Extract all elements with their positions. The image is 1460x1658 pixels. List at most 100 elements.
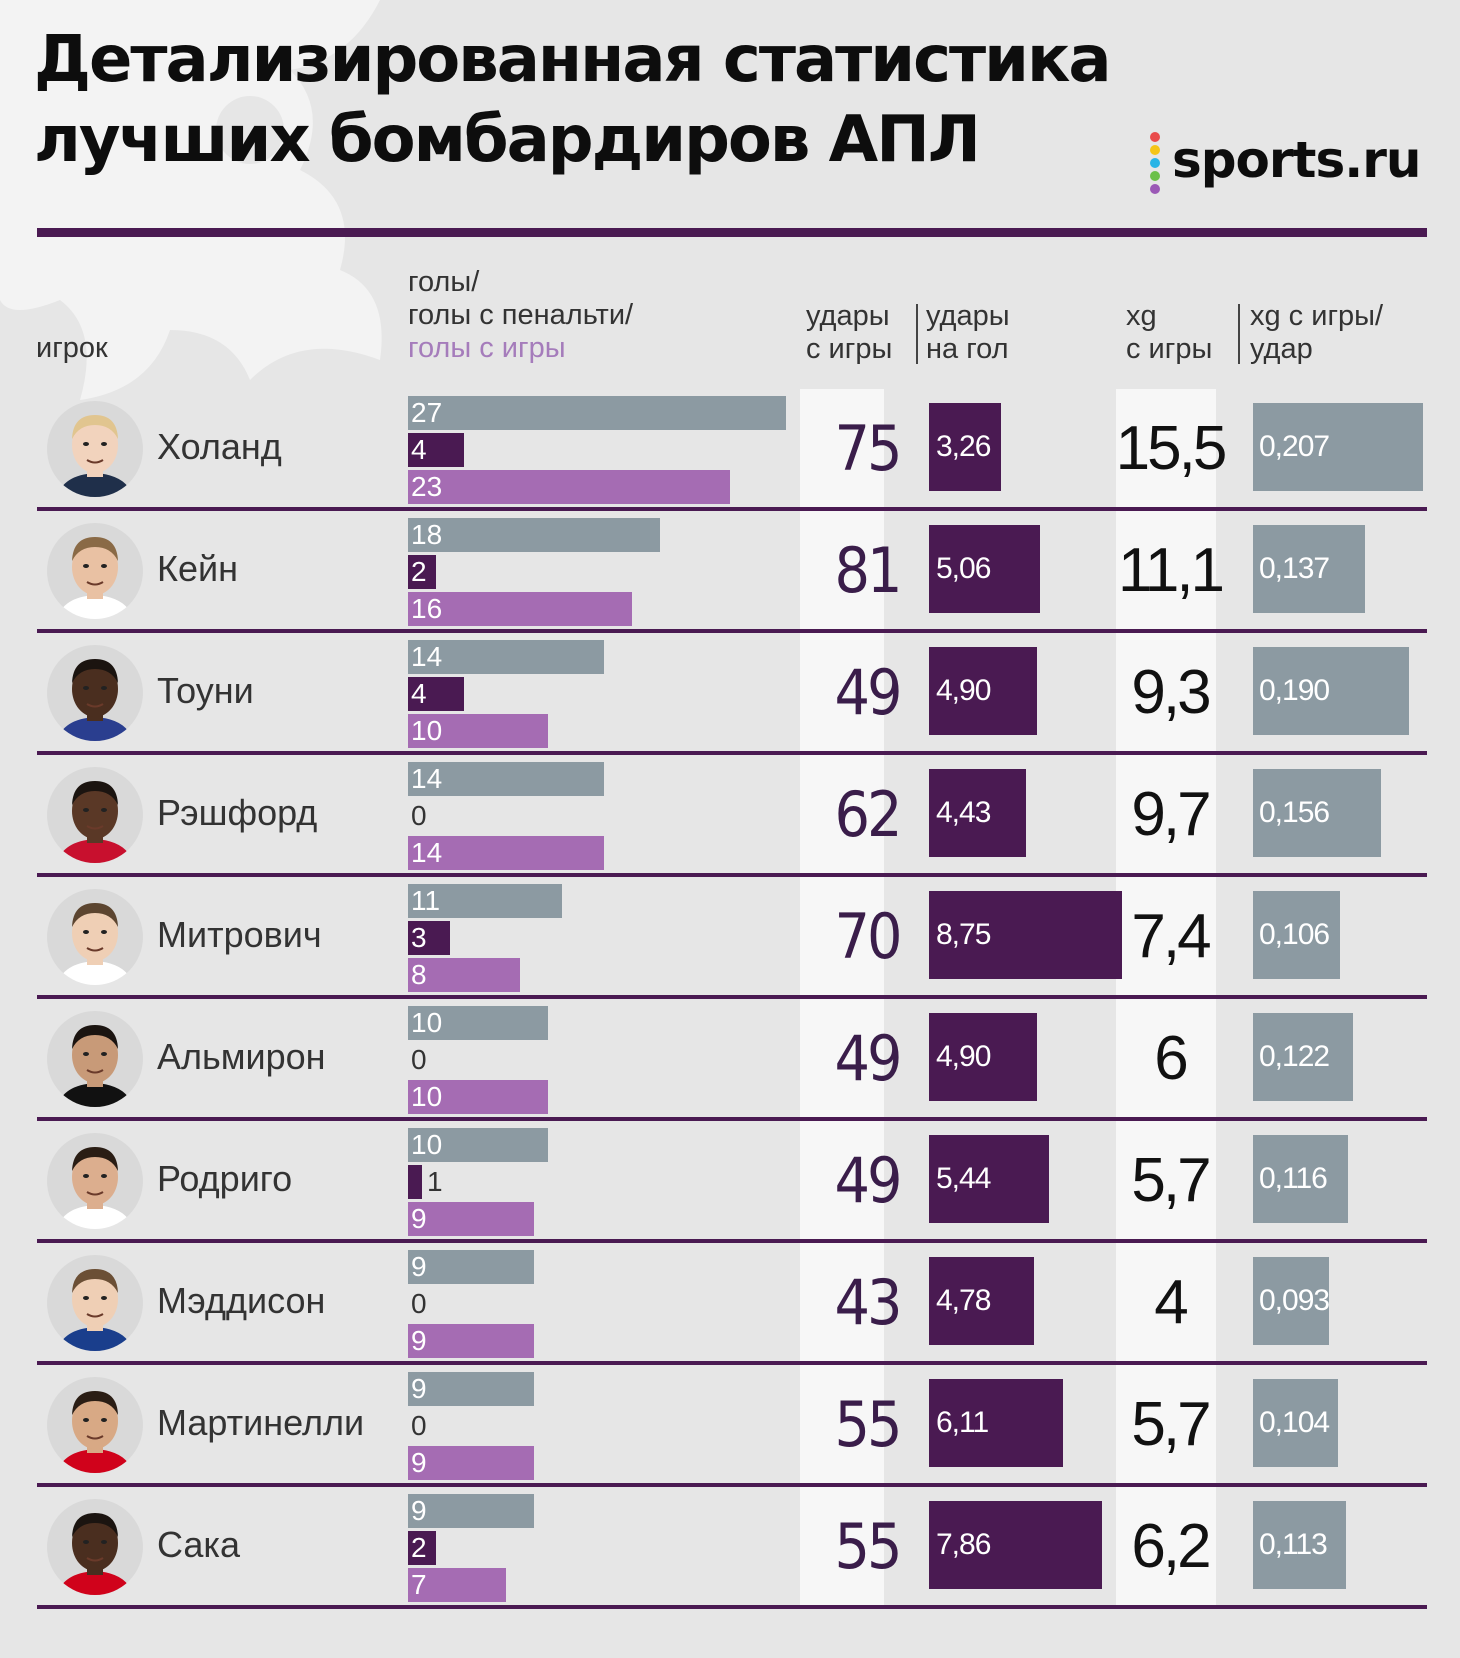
header-shots: удары с игры [806,300,892,366]
penalty-goals-bar [408,1165,422,1199]
player-name: Тоуни [157,670,254,711]
open-play-goals-value: 7 [411,1569,427,1600]
brand-dot [1150,184,1160,194]
player-name: Рэшфорд [157,792,318,833]
open-play-xg: 4 [1154,1268,1188,1337]
shots-per-goal-bar [929,1501,1102,1589]
penalty-goals-value: 0 [411,1044,427,1075]
row-divider [37,873,1427,877]
open-play-goals-value: 16 [411,593,443,624]
shots-per-goal-value: 3,26 [936,430,991,463]
xg-per-shot-bar [1253,1013,1353,1101]
open-play-goals-bar [408,1080,548,1114]
total-goals-value: 27 [411,397,443,428]
shots-per-goal-value: 4,43 [936,796,991,829]
header-goals: голы/ голы с пенальти/ голы с игры [408,266,633,365]
xg-per-shot-value: 0,093 [1259,1284,1330,1317]
open-play-goals-value: 8 [411,959,427,990]
open-play-goals-bar [408,470,730,504]
row-divider [37,629,1427,633]
xg-column-background [1116,389,1216,1609]
total-goals-value: 9 [411,1373,427,1404]
shots-per-goal-bar [929,1379,1063,1467]
header-separator [1238,304,1240,364]
penalty-goals-value: 1 [427,1166,443,1197]
row-divider [37,1239,1427,1243]
open-play-goals-value: 9 [411,1203,427,1234]
open-play-goals-value: 9 [411,1447,427,1478]
player-row: Альмирон 10 0 10 49 4,90 6 0,122 [37,999,1427,1121]
player-photo [47,1377,143,1473]
total-goals-value: 9 [411,1251,427,1282]
total-goals-value: 10 [411,1007,443,1038]
penalty-goals-value: 3 [411,922,427,953]
open-play-goals-bar [408,1446,534,1480]
xg-per-shot-value: 0,190 [1259,674,1330,707]
header-xgps-line-1: xg с игры/ [1250,300,1384,332]
penalty-goals-bar [408,433,464,467]
open-play-goals-value: 10 [411,715,443,746]
total-goals-bar [408,884,562,918]
xg-per-shot-bar [1253,525,1365,613]
player-row: Митрович 11 3 8 70 8,75 7,4 0,106 [37,877,1427,999]
open-play-shots: 49 [834,656,903,729]
row-divider [37,507,1427,511]
player-photo [47,1133,143,1229]
brand-dot [1150,171,1160,181]
open-play-xg: 15,5 [1115,414,1228,483]
player-row: Мартинелли 9 0 9 55 6,11 5,7 0,104 [37,1365,1427,1487]
player-name: Альмирон [157,1036,326,1077]
xg-per-shot-bar [1253,647,1409,735]
row-divider [37,1483,1427,1487]
total-goals-bar [408,1494,534,1528]
open-play-xg: 9,3 [1131,658,1211,727]
shots-per-goal-value: 6,11 [936,1406,989,1439]
player-photo [47,523,143,619]
xg-per-shot-value: 0,156 [1259,796,1330,829]
open-play-goals-bar [408,1324,534,1358]
xg-per-shot-bar [1253,1379,1338,1467]
header-separator [916,304,918,364]
player-photo [47,1499,143,1595]
open-play-xg: 11,1 [1117,536,1225,605]
player-name: Мэддисон [157,1280,326,1321]
shots-per-goal-value: 4,90 [936,674,991,707]
open-play-xg: 9,7 [1131,780,1211,849]
player-name: Холанд [157,426,282,467]
shots-per-goal-bar [929,1013,1037,1101]
total-goals-bar [408,762,604,796]
total-goals-value: 9 [411,1495,427,1526]
row-divider [37,995,1427,999]
xg-per-shot-value: 0,137 [1259,552,1330,585]
xg-per-shot-value: 0,207 [1259,430,1330,463]
header-player-label: игрок [36,332,108,364]
header-xg-line-2: с игры [1126,333,1213,365]
header-goals-line-3: голы с игры [408,332,566,364]
player-name: Кейн [157,548,238,589]
open-play-goals-bar [408,714,548,748]
penalty-goals-bar [408,677,464,711]
penalty-goals-value: 4 [411,678,427,709]
penalty-goals-value: 0 [411,1410,427,1441]
header-shots-per-goal: удары на гол [926,300,1010,366]
total-goals-value: 10 [411,1129,443,1160]
total-goals-bar [408,1250,534,1284]
header-xg: xg с игры [1126,300,1212,366]
player-photo [47,645,143,741]
player-name: Сака [157,1524,240,1565]
open-play-xg: 5,7 [1131,1146,1211,1215]
xg-per-shot-value: 0,122 [1259,1040,1330,1073]
open-play-goals-bar [408,958,520,992]
player-row: Холанд 27 4 23 75 3,26 15,5 0,207 [37,389,1427,511]
open-play-shots: 70 [834,900,903,973]
total-goals-bar [408,1372,534,1406]
open-play-goals-value: 9 [411,1325,427,1356]
player-name: Мартинелли [157,1402,365,1443]
header-xgps-line-2: удар [1250,333,1313,365]
open-play-shots: 43 [834,1266,903,1339]
xg-per-shot-bar [1253,1257,1329,1345]
title-line-1: Детализированная статистика [34,23,1112,97]
xg-per-shot-bar [1253,1135,1348,1223]
title-line-2: лучших бомбардиров АПЛ [34,103,981,177]
player-row: Рэшфорд 14 0 14 62 4,43 9,7 0,156 [37,755,1427,877]
